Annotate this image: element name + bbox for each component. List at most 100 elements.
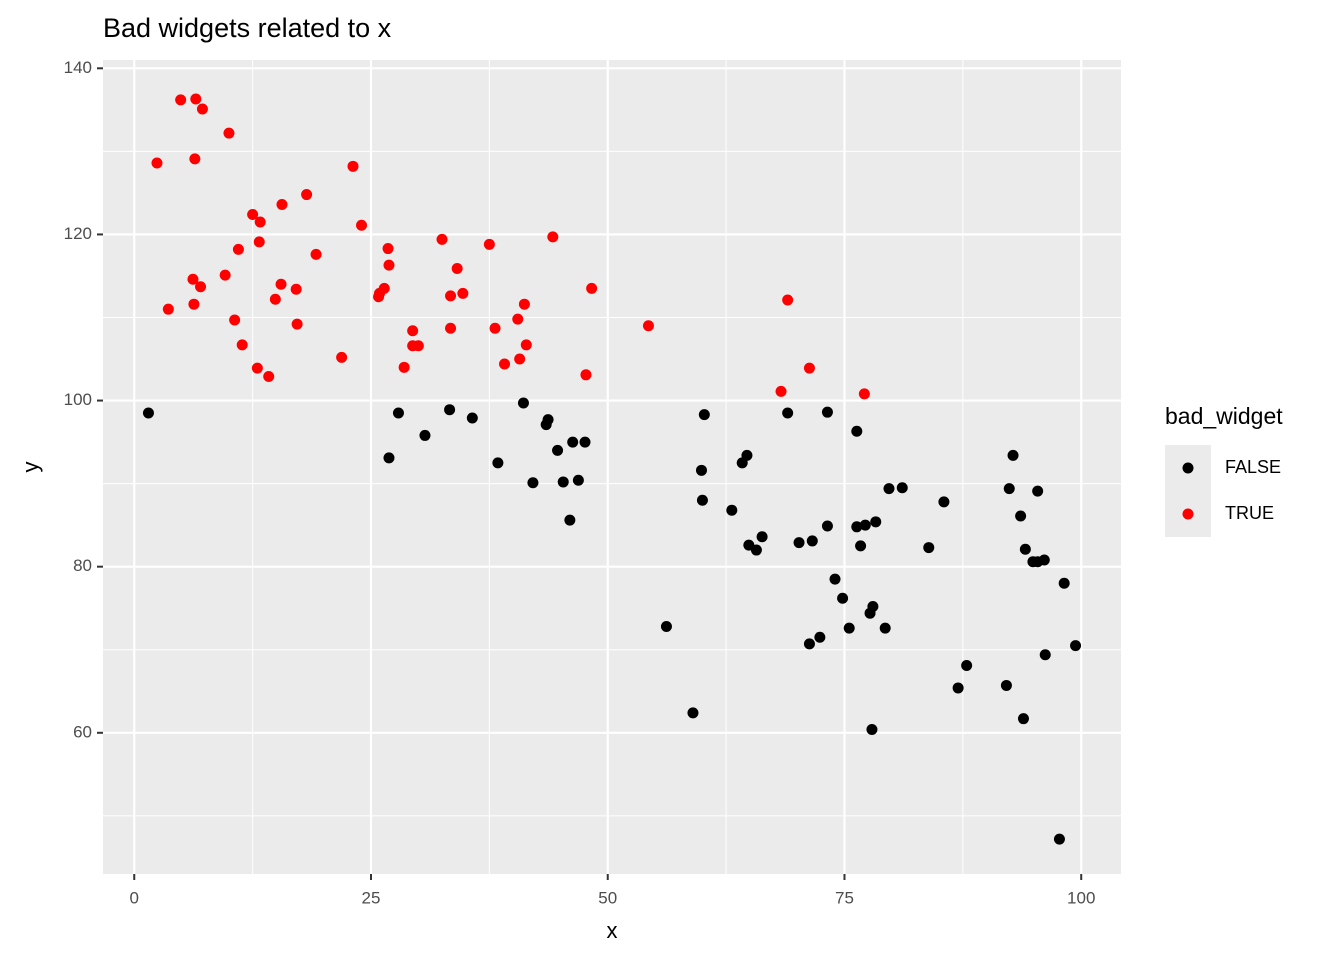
point (726, 504, 738, 516)
point (232, 243, 244, 255)
point (803, 362, 815, 374)
legend-marker (1182, 462, 1194, 474)
point (347, 160, 359, 172)
point (1032, 485, 1044, 497)
point (419, 429, 431, 441)
point (961, 660, 973, 672)
point (263, 370, 275, 382)
point (843, 622, 855, 634)
point (1007, 449, 1019, 461)
point (1070, 640, 1082, 652)
point (814, 631, 826, 643)
legend-title: bad_widget (1165, 403, 1283, 429)
point (866, 723, 878, 735)
point (580, 369, 592, 381)
point (859, 519, 871, 531)
y-tick-label: 100 (64, 390, 92, 409)
point (383, 452, 395, 464)
point (793, 537, 805, 549)
point (398, 361, 410, 373)
point (196, 103, 208, 115)
point (741, 449, 753, 461)
point (586, 282, 598, 294)
point (698, 409, 710, 421)
point (938, 496, 950, 508)
point (142, 407, 154, 419)
point (821, 520, 833, 532)
point (499, 358, 511, 370)
point (336, 351, 348, 363)
point (864, 607, 876, 619)
point (782, 407, 794, 419)
point (253, 236, 265, 248)
point (1053, 833, 1065, 845)
point (695, 464, 707, 476)
point (642, 320, 654, 332)
point (374, 287, 386, 299)
point (514, 353, 526, 365)
point (269, 293, 281, 305)
point (445, 322, 457, 334)
point (660, 620, 672, 632)
point (451, 262, 463, 274)
point (189, 153, 201, 165)
point (466, 412, 478, 424)
point (696, 494, 708, 506)
point (837, 592, 849, 604)
point (782, 294, 794, 306)
point (687, 707, 699, 719)
point (162, 303, 174, 315)
point (557, 476, 569, 488)
y-tick-label: 60 (73, 722, 92, 741)
y-tick-label: 80 (73, 556, 92, 575)
point (923, 542, 935, 554)
point (952, 682, 964, 694)
point (382, 243, 394, 255)
plot-panel (103, 60, 1121, 874)
point (858, 388, 870, 400)
point (356, 219, 368, 231)
point (188, 298, 200, 310)
point (829, 573, 841, 585)
point (151, 157, 163, 169)
point (489, 322, 501, 334)
point (223, 127, 235, 139)
point (190, 93, 202, 105)
point (567, 436, 579, 448)
legend-label: FALSE (1225, 457, 1281, 477)
point (1038, 554, 1050, 566)
point (254, 216, 266, 228)
point (247, 208, 259, 220)
y-tick-label: 120 (64, 224, 92, 243)
point (276, 199, 288, 211)
point (564, 514, 576, 526)
point (175, 94, 187, 106)
point (527, 477, 539, 489)
point (1058, 577, 1070, 589)
point (483, 238, 495, 250)
point (579, 436, 591, 448)
point (251, 362, 263, 374)
point (552, 444, 564, 456)
point (896, 482, 908, 494)
y-tick-label: 140 (64, 58, 92, 77)
point (547, 231, 559, 243)
x-tick-label: 100 (1067, 888, 1095, 907)
point (572, 474, 584, 486)
point (187, 273, 199, 285)
x-tick-label: 50 (598, 888, 617, 907)
point (851, 521, 863, 533)
point (445, 290, 457, 302)
point (291, 318, 303, 330)
point (870, 516, 882, 528)
point (750, 544, 762, 556)
point (518, 298, 530, 310)
point (756, 531, 768, 543)
point (803, 638, 815, 650)
point (1000, 679, 1012, 691)
point (492, 457, 504, 469)
point (444, 404, 456, 416)
point (436, 233, 448, 245)
point (1003, 483, 1015, 495)
